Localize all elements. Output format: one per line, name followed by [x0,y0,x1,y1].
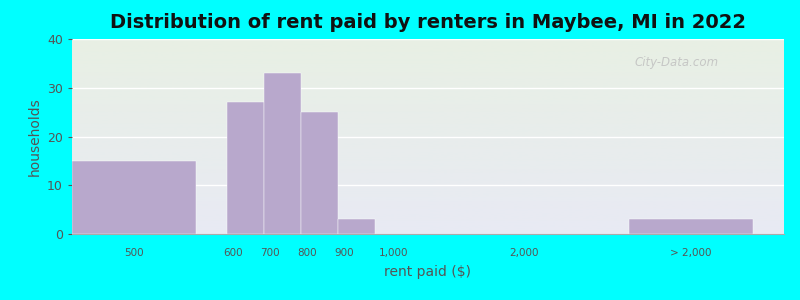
Bar [301,112,338,234]
Text: 700: 700 [260,248,280,258]
Text: City-Data.com: City-Data.com [634,56,718,69]
Bar [72,161,196,234]
Text: 2,000: 2,000 [510,248,538,258]
X-axis label: rent paid ($): rent paid ($) [385,265,471,279]
Title: Distribution of rent paid by renters in Maybee, MI in 2022: Distribution of rent paid by renters in … [110,13,746,32]
Bar [226,102,264,234]
Text: 1,000: 1,000 [379,248,409,258]
Text: 800: 800 [298,248,317,258]
Y-axis label: households: households [27,97,42,176]
Bar [338,219,375,234]
Bar [630,219,753,234]
Text: 600: 600 [223,248,242,258]
Text: > 2,000: > 2,000 [670,248,712,258]
Bar [264,73,301,234]
Text: 500: 500 [124,248,144,258]
Text: 900: 900 [334,248,354,258]
